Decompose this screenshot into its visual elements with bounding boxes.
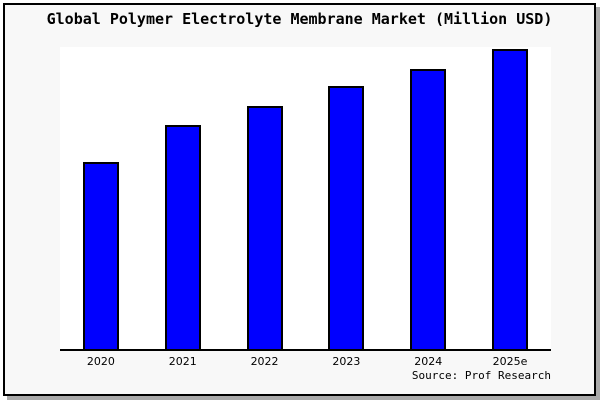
bar-slot-2021	[142, 47, 224, 349]
x-tick-label-2022: 2022	[250, 355, 279, 368]
x-tick-label-2025e: 2025e	[492, 355, 528, 368]
bar-2020	[82, 162, 119, 349]
bar-2022	[246, 106, 283, 349]
bar-slot-2023	[305, 47, 387, 349]
x-axis-labels: 2020 2021 2022 2023 2024 2025e	[60, 355, 551, 369]
bar-2021	[164, 125, 201, 349]
source-credit: Source: Prof Research	[411, 369, 551, 382]
bar-2023	[328, 86, 365, 349]
bar-2025e	[492, 49, 529, 349]
chart-title: Global Polymer Electrolyte Membrane Mark…	[46, 10, 553, 28]
x-tick-label-2024: 2024	[414, 355, 443, 368]
bar-slot-2024	[387, 47, 469, 349]
x-tick-label-2023: 2023	[332, 355, 361, 368]
bars-container	[60, 47, 551, 349]
x-tick-label-2020: 2020	[86, 355, 115, 368]
chart-card: Global Polymer Electrolyte Membrane Mark…	[3, 3, 596, 396]
plot-area	[60, 47, 551, 351]
x-tick-label-2021: 2021	[168, 355, 197, 368]
bar-2024	[410, 69, 447, 349]
bar-slot-2020	[60, 47, 142, 349]
bar-slot-2025e	[469, 47, 551, 349]
bar-slot-2022	[224, 47, 306, 349]
